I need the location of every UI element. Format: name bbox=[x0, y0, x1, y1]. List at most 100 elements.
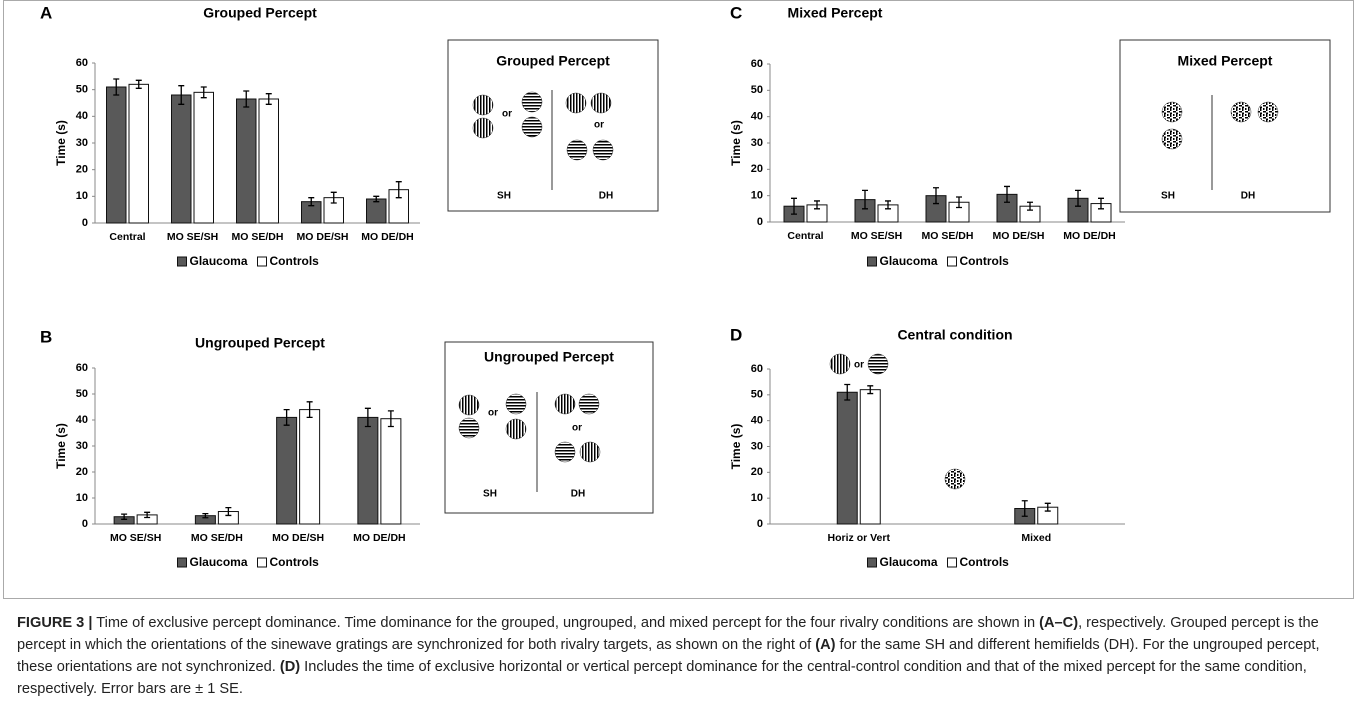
inset-label: DH bbox=[1241, 191, 1255, 202]
legend-swatch bbox=[178, 257, 187, 266]
legend-label: Controls bbox=[960, 254, 1010, 268]
grating-icon bbox=[1162, 129, 1182, 149]
caption-text: Time of exclusive percept dominance. Tim… bbox=[92, 615, 1039, 631]
inset-label: SH bbox=[497, 191, 511, 202]
grating-icon bbox=[506, 419, 526, 439]
chart-title: Mixed Percept bbox=[788, 5, 883, 21]
grating-icon bbox=[945, 469, 965, 489]
inset-label: or bbox=[594, 120, 604, 131]
y-tick-label: 20 bbox=[751, 163, 763, 175]
caption-text: (A) bbox=[815, 637, 835, 653]
legend-swatch bbox=[948, 558, 957, 567]
y-tick-label: 10 bbox=[751, 190, 763, 202]
bar bbox=[367, 199, 387, 223]
inset-title: Grouped Percept bbox=[496, 53, 610, 69]
chart-title: Ungrouped Percept bbox=[195, 335, 325, 351]
legend-swatch bbox=[258, 257, 267, 266]
legend-swatch bbox=[948, 257, 957, 266]
bar bbox=[837, 392, 857, 524]
grating-icon bbox=[580, 442, 600, 462]
page: {"chart_data":[ {"type":"bar","panel":"A… bbox=[0, 0, 1357, 708]
legend-label: Controls bbox=[270, 555, 320, 569]
inset-label: SH bbox=[1161, 191, 1175, 202]
grating-icon bbox=[473, 118, 493, 138]
inset-title: Ungrouped Percept bbox=[484, 349, 614, 365]
grating-icon bbox=[579, 394, 599, 414]
y-axis-title: Time (s) bbox=[729, 424, 743, 470]
x-tick-label: Central bbox=[787, 230, 823, 242]
grating-icon bbox=[830, 354, 850, 374]
bar bbox=[194, 92, 214, 223]
grating-icon bbox=[1162, 102, 1182, 122]
chart-title: Grouped Percept bbox=[203, 5, 317, 21]
bar bbox=[277, 417, 297, 524]
x-tick-label: MO SE/SH bbox=[110, 532, 161, 544]
y-tick-label: 60 bbox=[76, 57, 88, 69]
legend-label: Glaucoma bbox=[880, 254, 938, 268]
grating-icon bbox=[591, 93, 611, 113]
y-tick-label: 0 bbox=[757, 216, 763, 228]
y-tick-label: 50 bbox=[76, 84, 88, 96]
grating-icon bbox=[1231, 102, 1251, 122]
grating-icon bbox=[473, 95, 493, 115]
grating-icon bbox=[555, 442, 575, 462]
bar bbox=[259, 99, 279, 223]
y-axis-title: Time (s) bbox=[54, 423, 68, 469]
chart-title: Central condition bbox=[897, 327, 1012, 343]
x-tick-label: MO DE/SH bbox=[297, 231, 349, 243]
y-tick-label: 60 bbox=[751, 58, 763, 70]
y-tick-label: 30 bbox=[751, 137, 763, 149]
x-tick-label: MO SE/DH bbox=[232, 231, 284, 243]
y-tick-label: 50 bbox=[751, 84, 763, 96]
x-tick-label: MO DE/SH bbox=[272, 532, 324, 544]
x-tick-label: Central bbox=[109, 231, 145, 243]
caption-text: (D) bbox=[280, 659, 300, 675]
inset-title: Mixed Percept bbox=[1178, 53, 1273, 69]
x-tick-label: MO DE/DH bbox=[1063, 230, 1116, 242]
bar bbox=[860, 390, 880, 524]
inset-label: or bbox=[572, 423, 582, 434]
y-tick-label: 0 bbox=[82, 518, 88, 530]
x-tick-label: MO SE/SH bbox=[851, 230, 902, 242]
y-tick-label: 60 bbox=[76, 362, 88, 374]
y-tick-label: 50 bbox=[751, 389, 763, 401]
legend-label: Controls bbox=[270, 254, 320, 268]
y-axis-title: Time (s) bbox=[54, 120, 68, 166]
x-tick-label: Mixed bbox=[1021, 532, 1051, 544]
figure: A Grouped Percept Time (s) 0 10 20 30 40 50 60 Cen… bbox=[0, 0, 1357, 605]
x-tick-label: Horiz or Vert bbox=[828, 532, 891, 544]
grating-icon bbox=[522, 117, 542, 137]
y-tick-label: 10 bbox=[76, 190, 88, 202]
inset-label: DH bbox=[599, 191, 613, 202]
y-tick-label: 20 bbox=[76, 466, 88, 478]
legend-label: Glaucoma bbox=[190, 254, 248, 268]
bar bbox=[172, 95, 192, 223]
icon-label: or bbox=[854, 360, 864, 371]
panel-letter: A bbox=[40, 3, 52, 22]
y-tick-label: 40 bbox=[76, 414, 88, 426]
x-tick-label: MO DE/SH bbox=[993, 230, 1045, 242]
grating-icon bbox=[555, 394, 575, 414]
y-tick-label: 60 bbox=[751, 363, 763, 375]
caption-label: FIGURE 3 | bbox=[17, 615, 92, 631]
x-tick-label: MO DE/DH bbox=[353, 532, 406, 544]
caption-text: (A–C) bbox=[1039, 615, 1078, 631]
grating-icon bbox=[459, 418, 479, 438]
y-tick-label: 30 bbox=[76, 137, 88, 149]
y-tick-label: 40 bbox=[751, 415, 763, 427]
legend-swatch bbox=[868, 558, 877, 567]
legend-swatch bbox=[868, 257, 877, 266]
grating-icon bbox=[868, 354, 888, 374]
legend-swatch bbox=[178, 558, 187, 567]
bar bbox=[381, 419, 401, 524]
bar bbox=[300, 410, 320, 524]
y-axis-title: Time (s) bbox=[729, 120, 743, 166]
y-tick-label: 40 bbox=[751, 111, 763, 123]
panel-letter: C bbox=[730, 3, 742, 22]
inset-label: or bbox=[502, 109, 512, 120]
y-tick-label: 0 bbox=[82, 217, 88, 229]
bar bbox=[358, 417, 378, 524]
grating-icon bbox=[593, 140, 613, 160]
x-tick-label: MO SE/SH bbox=[167, 231, 218, 243]
legend-label: Glaucoma bbox=[190, 555, 248, 569]
